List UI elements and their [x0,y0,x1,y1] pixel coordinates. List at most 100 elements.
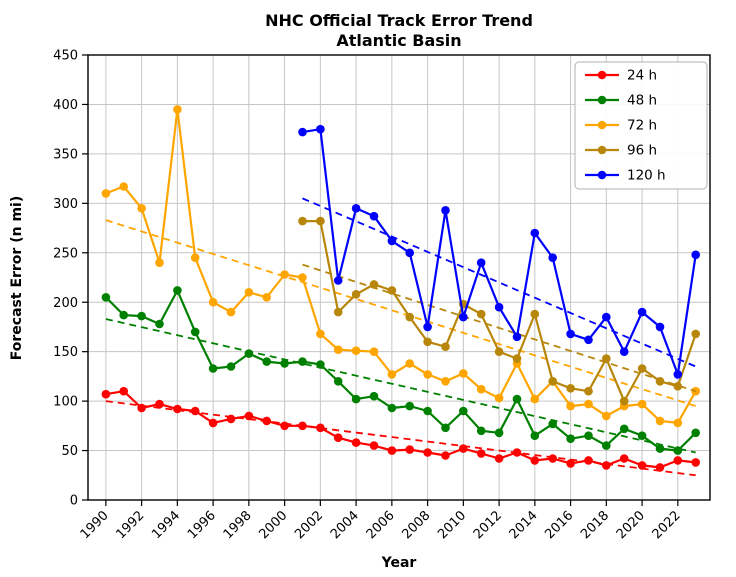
marker-72h [530,394,540,404]
legend-label: 48 h [627,93,657,109]
marker-48h [155,319,164,329]
marker-48h [655,444,665,453]
marker-72h [190,253,200,262]
marker-48h [244,349,254,358]
chart-title: NHC Official Track Error Trend [265,11,533,30]
marker-48h [602,441,611,450]
marker-24h [441,451,450,460]
marker-24h [530,456,540,465]
marker-72h [423,370,432,379]
marker-72h [566,401,575,411]
marker-24h [602,461,611,470]
marker-72h [387,370,397,379]
marker-24h [459,444,468,453]
marker-24h [137,403,146,413]
marker-120h [405,248,415,258]
marker-96h [530,309,540,319]
marker-120h [298,127,307,137]
marker-24h [619,454,629,463]
marker-96h [316,216,325,226]
marker-72h [226,307,236,317]
marker-24h [423,448,432,457]
marker-96h [298,216,307,226]
x-tick-label: 2016 [542,508,576,542]
marker-72h [101,189,111,198]
marker-24h [369,441,379,450]
marker-24h [566,459,575,468]
marker-72h [459,369,468,378]
marker-72h [369,347,379,357]
x-tick-label: 1992 [113,508,147,542]
y-tick-label: 150 [53,345,78,360]
marker-48h [637,431,647,441]
marker-24h [244,411,254,421]
marker-24h [494,454,504,463]
x-tick-label: 2010 [435,508,469,542]
marker-72h [333,345,343,355]
marker-72h [673,418,683,428]
y-axis-label: Forecast Error (n mi) [9,196,25,360]
x-tick-label: 1996 [185,508,219,542]
plot-border [87,54,711,501]
marker-48h [226,362,236,371]
marker-48h [530,431,540,441]
marker-96h [369,280,379,289]
marker-120h [423,322,432,332]
marker-48h [351,394,361,404]
y-tick-label: 50 [61,444,78,459]
marker-48h [423,406,432,416]
marker-48h [459,406,468,416]
marker-48h [173,286,182,295]
marker-120h [530,228,540,238]
x-tick-label: 1998 [221,508,255,542]
legend-box [574,61,708,190]
y-tick-label: 200 [53,296,78,311]
marker-96h [441,342,450,352]
marker-120h [691,250,700,260]
legend-marker [597,120,607,130]
marker-24h [405,445,415,454]
x-tick-label: 2008 [399,508,433,542]
marker-96h [566,384,575,393]
marker-72h [119,182,128,191]
marker-48h [584,431,593,441]
marker-72h [637,399,647,409]
series-line-72h [105,108,697,424]
marker-72h [173,105,182,114]
marker-72h [405,359,415,368]
y-tick-label: 250 [53,246,78,261]
marker-72h [244,288,254,297]
marker-120h [494,302,504,312]
marker-96h [619,396,629,406]
y-tick-label: 350 [53,147,78,162]
marker-24h [637,461,647,470]
marker-24h [226,414,236,424]
marker-72h [208,297,218,307]
marker-24h [173,404,182,414]
marker-96h [476,309,486,319]
marker-48h [619,424,629,434]
x-axis-label: Year [381,555,417,571]
marker-120h [566,329,575,339]
y-tick-label: 100 [53,395,78,410]
marker-72h [584,399,593,409]
x-tick-label: 2018 [578,508,612,542]
marker-24h [548,454,557,463]
marker-48h [190,327,200,337]
marker-24h [512,448,522,457]
marker-72h [316,329,325,339]
marker-96h [548,377,557,386]
marker-120h [584,335,593,345]
marker-48h [333,377,343,386]
marker-48h [512,394,522,404]
marker-24h [155,399,164,409]
series-layer [101,105,700,477]
marker-24h [101,389,111,399]
legend-label: 24 h [627,68,657,84]
marker-72h [476,384,486,394]
marker-48h [387,403,397,413]
marker-96h [655,377,665,386]
marker-96h [584,386,593,396]
